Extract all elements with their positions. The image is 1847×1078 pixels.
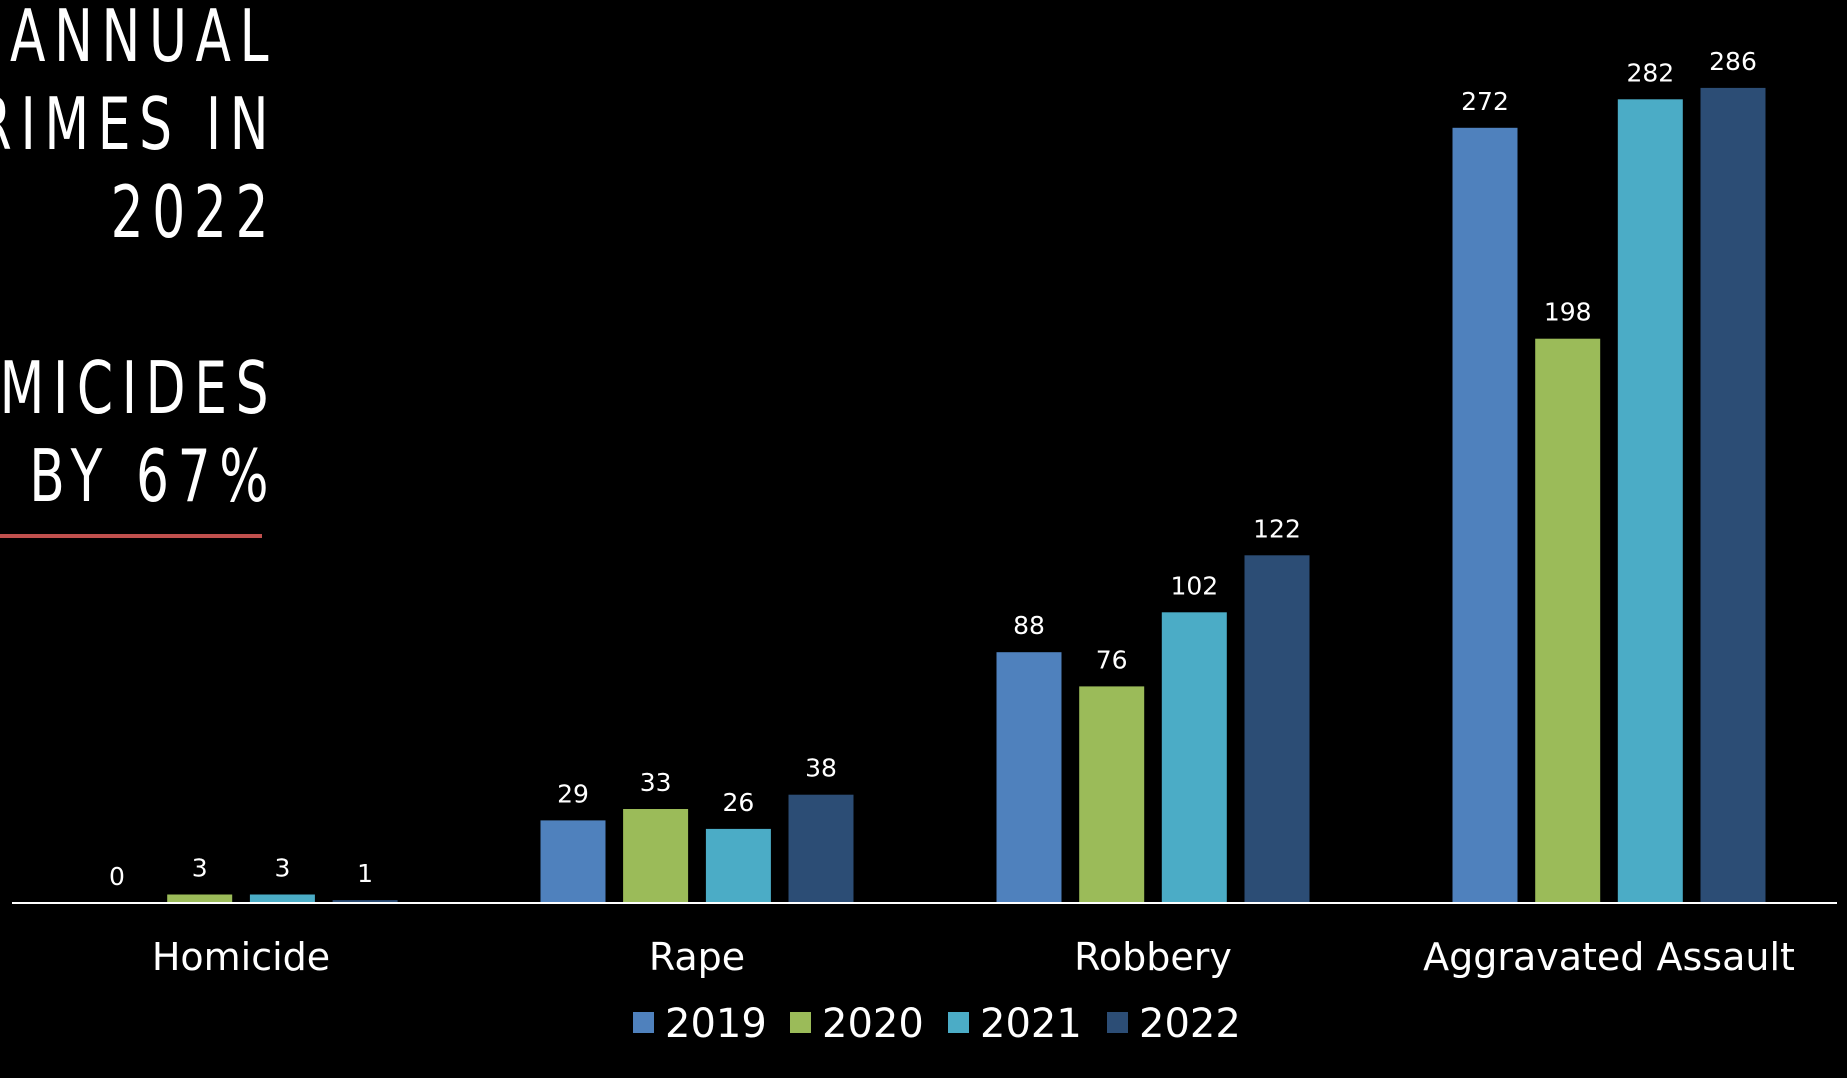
bars-group — [167, 87, 1766, 904]
bar-homicide-2021 — [249, 894, 315, 904]
data-label-homicide-2022: 1 — [357, 859, 373, 888]
slide-title: ANNUAL RIMES IN 2022 OMICIDES BY 67% — [0, 0, 268, 520]
legend: 2019 2020 2021 2022 — [633, 1001, 1241, 1047]
category-label-rape: Rape — [649, 935, 745, 979]
data-label-homicide-2020: 3 — [192, 854, 208, 883]
data-label-aggravated-assault-2019: 272 — [1461, 87, 1509, 116]
data-label-rape-2019: 29 — [557, 779, 589, 808]
data-label-rape-2020: 33 — [640, 768, 672, 797]
bar-aggravated-assault-2022 — [1700, 87, 1766, 903]
category-label-homicide: Homicide — [152, 935, 330, 979]
data-label-robbery-2019: 88 — [1013, 611, 1045, 640]
title-line-1: ANNUAL — [9, 0, 277, 78]
bar-robbery-2019 — [996, 652, 1062, 903]
bar-aggravated-assault-2021 — [1617, 99, 1683, 904]
bar-rape-2022 — [788, 794, 854, 903]
bar-rape-2020 — [623, 809, 689, 903]
bar-homicide-2022 — [332, 900, 398, 903]
data-label-aggravated-assault-2021: 282 — [1626, 58, 1674, 87]
legend-label-2021: 2021 — [980, 1001, 1082, 1047]
title-underline-rule — [0, 534, 262, 538]
data-label-homicide-2019: 0 — [109, 862, 125, 891]
bar-robbery-2020 — [1079, 686, 1145, 903]
bar-aggravated-assault-2019 — [1452, 127, 1518, 904]
bar-rape-2019 — [540, 820, 606, 904]
legend-label-2020: 2020 — [822, 1001, 924, 1047]
bar-aggravated-assault-2020 — [1535, 338, 1601, 903]
legend-swatch-2021 — [948, 1012, 969, 1033]
data-label-rape-2021: 26 — [722, 788, 754, 817]
legend-swatch-2020 — [790, 1012, 811, 1033]
bar-robbery-2022 — [1244, 555, 1310, 903]
data-label-rape-2022: 38 — [805, 754, 837, 783]
bar-rape-2021 — [705, 828, 771, 903]
data-label-homicide-2021: 3 — [274, 854, 290, 883]
data-label-robbery-2021: 102 — [1170, 571, 1218, 600]
legend-swatch-2022 — [1107, 1012, 1128, 1033]
title-line-5: BY 67% — [29, 434, 277, 518]
data-label-aggravated-assault-2020: 198 — [1544, 298, 1592, 327]
title-line-3: 2022 — [110, 170, 277, 254]
legend-label-2019: 2019 — [665, 1001, 767, 1047]
legend-label-2022: 2022 — [1139, 1001, 1241, 1047]
category-label-aggravated-assault: Aggravated Assault — [1423, 935, 1795, 979]
category-labels-group: Homicide Rape Robbery Aggravated Assault — [152, 935, 1795, 979]
title-line-2: RIMES IN — [0, 82, 277, 166]
title-line-4: OMICIDES — [0, 346, 277, 430]
bar-robbery-2021 — [1161, 612, 1227, 903]
bar-homicide-2020 — [167, 894, 233, 904]
legend-swatch-2019 — [633, 1012, 654, 1033]
data-label-robbery-2020: 76 — [1096, 645, 1128, 674]
category-label-robbery: Robbery — [1074, 935, 1232, 979]
data-label-aggravated-assault-2022: 286 — [1709, 47, 1757, 76]
data-label-robbery-2022: 122 — [1253, 514, 1301, 543]
